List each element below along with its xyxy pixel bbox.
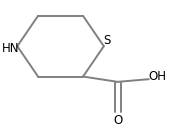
- Text: OH: OH: [148, 70, 166, 83]
- Text: O: O: [113, 114, 122, 127]
- Text: HN: HN: [2, 42, 19, 55]
- Text: S: S: [103, 34, 110, 47]
